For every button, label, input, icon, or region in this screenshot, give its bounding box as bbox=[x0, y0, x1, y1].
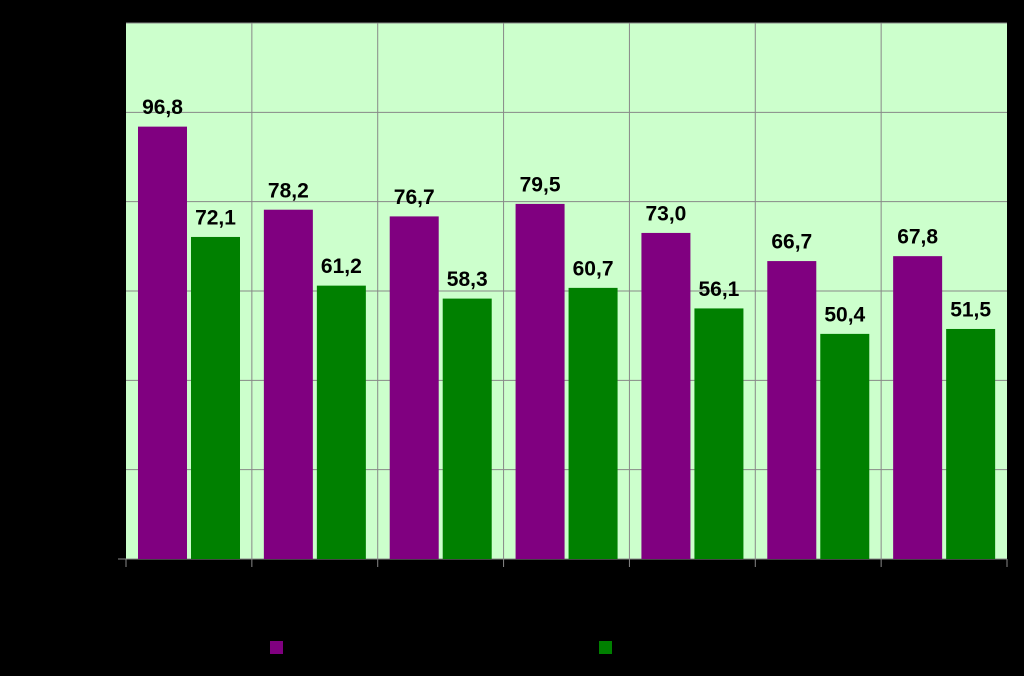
y-tick-label: 120 bbox=[87, 14, 114, 31]
y-tick-label: 60 bbox=[96, 282, 114, 299]
data-label: 72,1 bbox=[195, 207, 236, 230]
data-label: 78,2 bbox=[268, 179, 309, 202]
data-label: 60,7 bbox=[573, 257, 614, 280]
data-label: 50,4 bbox=[824, 303, 865, 326]
data-label: 61,2 bbox=[321, 255, 362, 278]
bar bbox=[767, 261, 817, 559]
data-label: 76,7 bbox=[394, 186, 435, 209]
data-label: 79,5 bbox=[520, 173, 561, 196]
y-tick-label: 100 bbox=[87, 104, 114, 121]
bar bbox=[946, 328, 996, 559]
bar bbox=[641, 232, 691, 559]
y-tick-label: 80 bbox=[96, 193, 114, 210]
bar bbox=[263, 209, 313, 559]
bar bbox=[316, 285, 366, 559]
bar bbox=[568, 287, 618, 559]
bar bbox=[694, 308, 744, 559]
legend-marker bbox=[270, 641, 283, 654]
data-label: 67,8 bbox=[897, 226, 938, 249]
legend-marker bbox=[599, 641, 612, 654]
bar bbox=[138, 126, 187, 560]
data-label: 51,5 bbox=[950, 299, 991, 322]
y-tick-label: 40 bbox=[96, 372, 114, 389]
bar bbox=[820, 333, 870, 559]
data-label: 73,0 bbox=[645, 202, 686, 225]
y-tick-label: 20 bbox=[96, 461, 114, 478]
bar bbox=[893, 256, 943, 559]
data-label: 56,1 bbox=[698, 278, 739, 301]
data-label: 58,3 bbox=[447, 268, 488, 291]
bar bbox=[442, 298, 492, 559]
bar bbox=[515, 203, 565, 559]
data-label: 96,8 bbox=[142, 96, 183, 119]
data-label: 66,7 bbox=[771, 231, 812, 254]
bar bbox=[191, 236, 240, 559]
bar bbox=[389, 216, 439, 559]
y-tick-label: 0 bbox=[105, 550, 114, 567]
